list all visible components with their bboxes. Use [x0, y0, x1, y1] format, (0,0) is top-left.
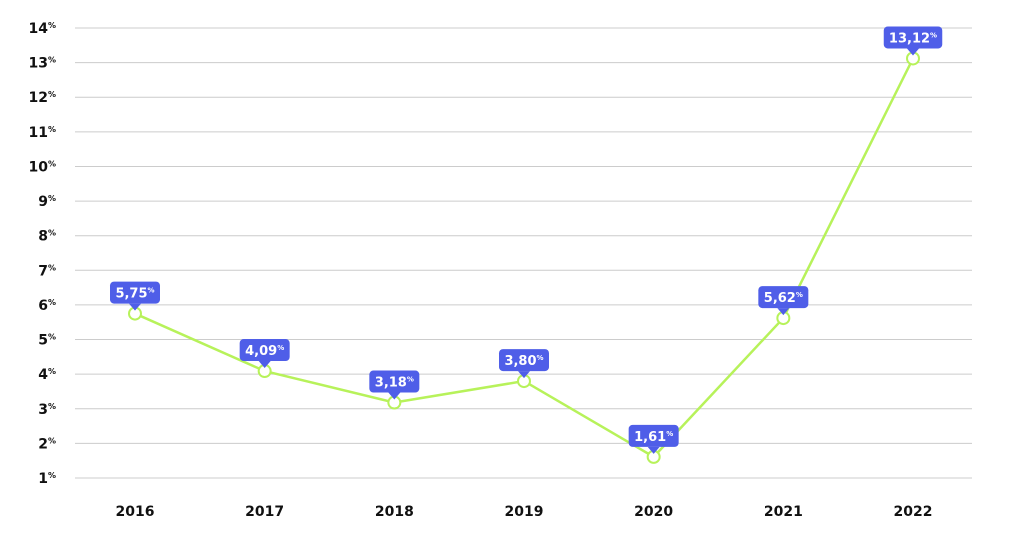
data-label-pointer [907, 48, 919, 56]
y-tick-unit: % [48, 125, 56, 134]
y-tick-value: 6 [38, 298, 48, 314]
data-label-text: 1,61% [634, 430, 673, 445]
data-label-text: 13,12% [889, 31, 937, 46]
data-label-unit: % [930, 31, 937, 39]
data-label: 1,61% [628, 424, 679, 454]
y-tick-label: 9% [38, 194, 56, 210]
y-tick-label: 2% [38, 436, 56, 452]
grid-lines [75, 27, 972, 479]
y-tick-label: 4% [38, 367, 56, 383]
markers-group [128, 51, 920, 464]
data-label-text: 4,09% [245, 344, 284, 359]
data-label-box [110, 281, 160, 304]
y-tick-label: 8% [38, 229, 56, 245]
y-tick-label: 10% [29, 159, 57, 175]
y-tick-value: 9 [38, 194, 48, 210]
x-tick-label: 2019 [505, 504, 544, 520]
series-line [134, 57, 915, 459]
data-label-unit: % [666, 430, 673, 438]
data-label: 3,80% [499, 349, 549, 379]
y-tick-unit: % [48, 229, 56, 238]
y-tick-label: 5% [38, 333, 56, 349]
y-tick-label: 13% [29, 56, 57, 72]
data-label-text: 5,62% [764, 291, 803, 306]
data-label: 5,75% [110, 281, 160, 311]
data-label-pointer [129, 303, 141, 311]
data-label-unit: % [277, 344, 284, 352]
y-tick-unit: % [48, 298, 56, 307]
y-tick-value: 7 [38, 263, 48, 279]
data-label-pointer [777, 308, 790, 316]
data-label-text: 3,80% [504, 354, 543, 369]
y-tick-unit: % [48, 402, 56, 411]
data-labels-group: 5,75%4,09%3,18%3,80%1,61%5,62%13,12% [110, 26, 943, 454]
series-line-group [134, 57, 915, 459]
y-tick-value: 2 [38, 436, 48, 452]
data-label-value: 3,18 [375, 376, 407, 391]
x-tick-label: 2016 [116, 504, 155, 520]
y-tick-label: 3% [38, 402, 56, 418]
y-tick-value: 5 [38, 333, 48, 349]
y-tick-unit: % [48, 194, 56, 203]
y-tick-value: 13 [29, 56, 48, 72]
data-label-value: 1,61 [634, 430, 666, 445]
y-tick-unit: % [48, 263, 56, 272]
y-tick-unit: % [48, 436, 56, 445]
y-tick-unit: % [48, 367, 56, 376]
y-tick-value: 8 [38, 229, 48, 245]
x-tick-label: 2018 [375, 504, 414, 520]
x-axis: 2016 2017 2018 2019 2020 2021 2022 [116, 504, 933, 520]
y-tick-value: 1 [38, 471, 48, 487]
data-label-value: 4,09 [245, 344, 277, 359]
data-label-box [499, 349, 549, 372]
data-label-box [883, 26, 943, 49]
data-label-value: 5,62 [764, 291, 796, 306]
y-tick-unit: % [48, 471, 56, 480]
data-label-box [628, 424, 679, 447]
data-label-unit: % [148, 287, 155, 295]
y-tick-label: 7% [38, 263, 56, 279]
y-tick-value: 3 [38, 402, 48, 418]
data-label-unit: % [537, 354, 544, 362]
x-tick-label: 2017 [245, 504, 284, 520]
y-tick-label: 6% [38, 298, 56, 314]
y-tick-unit: % [48, 21, 56, 30]
x-tick-label: 2022 [894, 504, 933, 520]
data-label-value: 5,75 [115, 287, 147, 302]
data-label: 3,18% [369, 370, 420, 400]
data-label-value: 3,80 [504, 354, 536, 369]
data-label-text: 3,18% [375, 376, 414, 391]
y-tick-label: 1% [38, 471, 56, 487]
data-label-unit: % [407, 376, 414, 384]
data-label-pointer [518, 371, 530, 379]
y-tick-value: 12 [29, 90, 48, 106]
y-tick-label: 14% [29, 21, 57, 37]
data-label-box [758, 286, 809, 309]
y-tick-label: 11% [29, 125, 57, 141]
y-tick-label: 12% [29, 90, 57, 106]
data-label-pointer [258, 361, 271, 369]
y-tick-unit: % [48, 333, 56, 342]
data-label-value: 13,12 [889, 31, 930, 46]
data-label-unit: % [796, 291, 803, 299]
y-tick-value: 10 [29, 159, 49, 175]
data-label-box [239, 339, 290, 362]
y-tick-unit: % [48, 56, 56, 65]
x-tick-label: 2021 [764, 504, 803, 520]
y-tick-unit: % [48, 90, 56, 99]
x-tick-label: 2020 [634, 504, 673, 520]
data-label-text: 5,75% [115, 287, 154, 302]
data-label: 5,62% [758, 286, 809, 316]
y-tick-value: 11 [29, 125, 48, 141]
y-tick-value: 14 [29, 21, 49, 37]
data-label: 4,09% [239, 339, 290, 369]
y-axis: 1%2%3%4%5%6%7%8%9%10%11%12%13%14% [29, 21, 57, 487]
y-tick-unit: % [48, 159, 56, 168]
y-tick-value: 4 [38, 367, 48, 383]
data-label-pointer [388, 392, 401, 400]
data-label-box [369, 370, 420, 393]
data-label: 13,12% [883, 26, 943, 56]
data-label-pointer [647, 446, 660, 454]
